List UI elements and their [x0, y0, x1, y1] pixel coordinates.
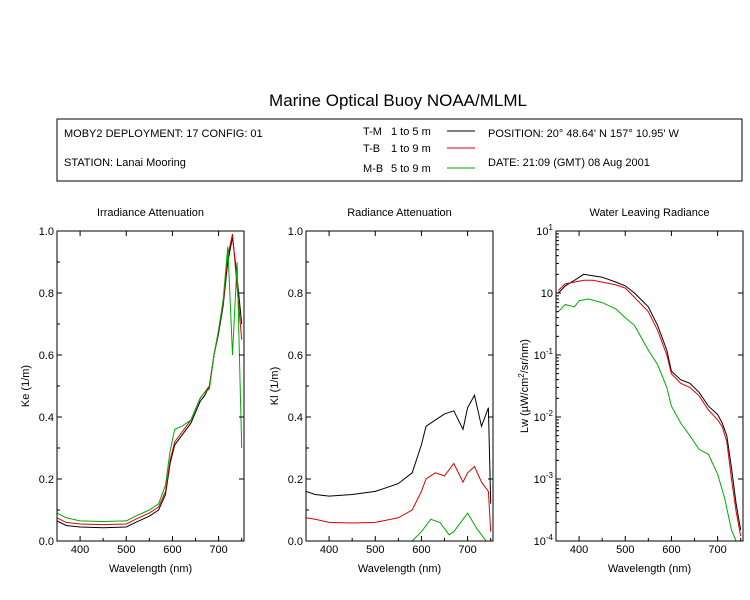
- x-tick-label: 400: [71, 544, 89, 556]
- info-box: [56, 118, 743, 182]
- y-tick-label: 0.4: [39, 412, 54, 424]
- plot-frame: [56, 230, 245, 542]
- x-tick-label: 700: [209, 544, 227, 556]
- y-tick-label: 1.0: [288, 226, 303, 238]
- deployment-text: MOBY2 DEPLOYMENT: 17 CONFIG: 01: [64, 128, 263, 140]
- y-tick-label: 10: [541, 288, 553, 300]
- y-tick-label: 0.8: [39, 288, 54, 300]
- chart-title: Water Leaving Radiance: [589, 207, 709, 219]
- chart-title: Radiance Attenuation: [347, 207, 452, 219]
- station-text: STATION: Lanai Mooring: [64, 157, 186, 169]
- plot-frame: [305, 230, 494, 542]
- y-axis-label: Ke (1/m): [20, 365, 32, 407]
- series-line-t-m: [306, 393, 492, 504]
- legend-entry-t-b: T-B 1 to 9 m: [363, 143, 475, 155]
- chart-irradiance: 400 500 600 700 0.0 0.2 0.4 0.6 0.8 1.0 Irradiance…: [20, 207, 245, 575]
- x-axis-label: Wavelength (nm): [358, 563, 441, 575]
- legend-range-m-b: 5 to 9 m: [391, 163, 431, 175]
- x-tick-label: 500: [366, 544, 384, 556]
- legend-code-t-b: T-B: [363, 143, 380, 155]
- date-text: DATE: 21:09 (GMT) 08 Aug 2001: [488, 157, 650, 169]
- figure-title: Marine Optical Buoy NOAA/MLML: [269, 91, 527, 110]
- series-line-t-b: [306, 462, 492, 532]
- y-tick-label: 0.6: [288, 350, 303, 362]
- legend-range-t-m: 1 to 5 m: [391, 126, 431, 138]
- x-tick-label: 400: [320, 544, 338, 556]
- x-tick-label: 500: [616, 544, 634, 556]
- series-line-m-b: [557, 298, 737, 541]
- x-axis-label: Wavelength (nm): [109, 563, 192, 575]
- x-tick-label: 600: [412, 544, 430, 556]
- series-group: [557, 273, 742, 541]
- chart-panels: 400 500 600 700 0.0 0.2 0.4 0.6 0.8 1.0 Irradiance…: [20, 207, 744, 575]
- y-tick-label: 10-2: [534, 409, 554, 424]
- x-tick-label: 500: [117, 544, 135, 556]
- legend-code-t-m: T-M: [363, 126, 382, 138]
- series-line-t-m: [557, 273, 742, 531]
- legend-range-t-b: 1 to 9 m: [391, 143, 431, 155]
- x-tick-label: 700: [458, 544, 476, 556]
- y-tick-label: 0.4: [288, 412, 303, 424]
- x-tick-label: 600: [163, 544, 181, 556]
- y-tick-label: 10-4: [534, 533, 554, 548]
- x-tick-label: 700: [708, 544, 726, 556]
- y-tick-label: 10-3: [534, 471, 554, 486]
- y-tick-label: 0.6: [39, 350, 54, 362]
- series-line-t-b: [557, 279, 742, 537]
- y-tick-label: 1.0: [39, 226, 54, 238]
- x-axis-label: Wavelength (nm): [608, 563, 691, 575]
- y-axis-label: Lw (µW/cm2/sr/nm): [517, 339, 531, 433]
- series-group: [57, 233, 243, 529]
- y-tick-label: 101: [536, 223, 553, 238]
- chart-title: Irradiance Attenuation: [97, 207, 204, 219]
- y-tick-label: 0.0: [39, 536, 54, 548]
- series-group: [306, 393, 492, 541]
- legend-entry-m-b: M-B 5 to 9 m: [363, 163, 475, 175]
- plot-frame: [555, 230, 744, 542]
- chart-radiance: 400 500 600 700 0.0 0.2 0.4 0.6 0.8 1.0 Radiance A…: [269, 207, 494, 575]
- y-tick-label: 0.2: [39, 474, 54, 486]
- x-tick-label: 600: [662, 544, 680, 556]
- series-line-t-m: [57, 237, 243, 529]
- legend: T-M 1 to 5 m T-B 1 to 9 m M-B 5 to 9 m: [363, 126, 475, 175]
- y-axis-label: Kl (1/m): [269, 367, 281, 406]
- legend-code-m-b: M-B: [363, 163, 383, 175]
- series-line-t-b: [57, 233, 243, 526]
- series-line-m-b: [411, 512, 491, 541]
- position-text: POSITION: 20° 48.64' N 157° 10.95' W: [488, 128, 680, 140]
- series-line-m-b: [57, 246, 243, 523]
- y-tick-label: 0.0: [288, 536, 303, 548]
- y-tick-label: 0.2: [288, 474, 303, 486]
- legend-entry-t-m: T-M 1 to 5 m: [363, 126, 475, 138]
- x-tick-label: 400: [570, 544, 588, 556]
- chart-water-leaving: 400 500 600 700 10-4 10-3 10-2 10-1 10 101 Water L…: [517, 207, 744, 575]
- y-tick-label: 10-1: [534, 347, 554, 362]
- y-tick-label: 0.8: [288, 288, 303, 300]
